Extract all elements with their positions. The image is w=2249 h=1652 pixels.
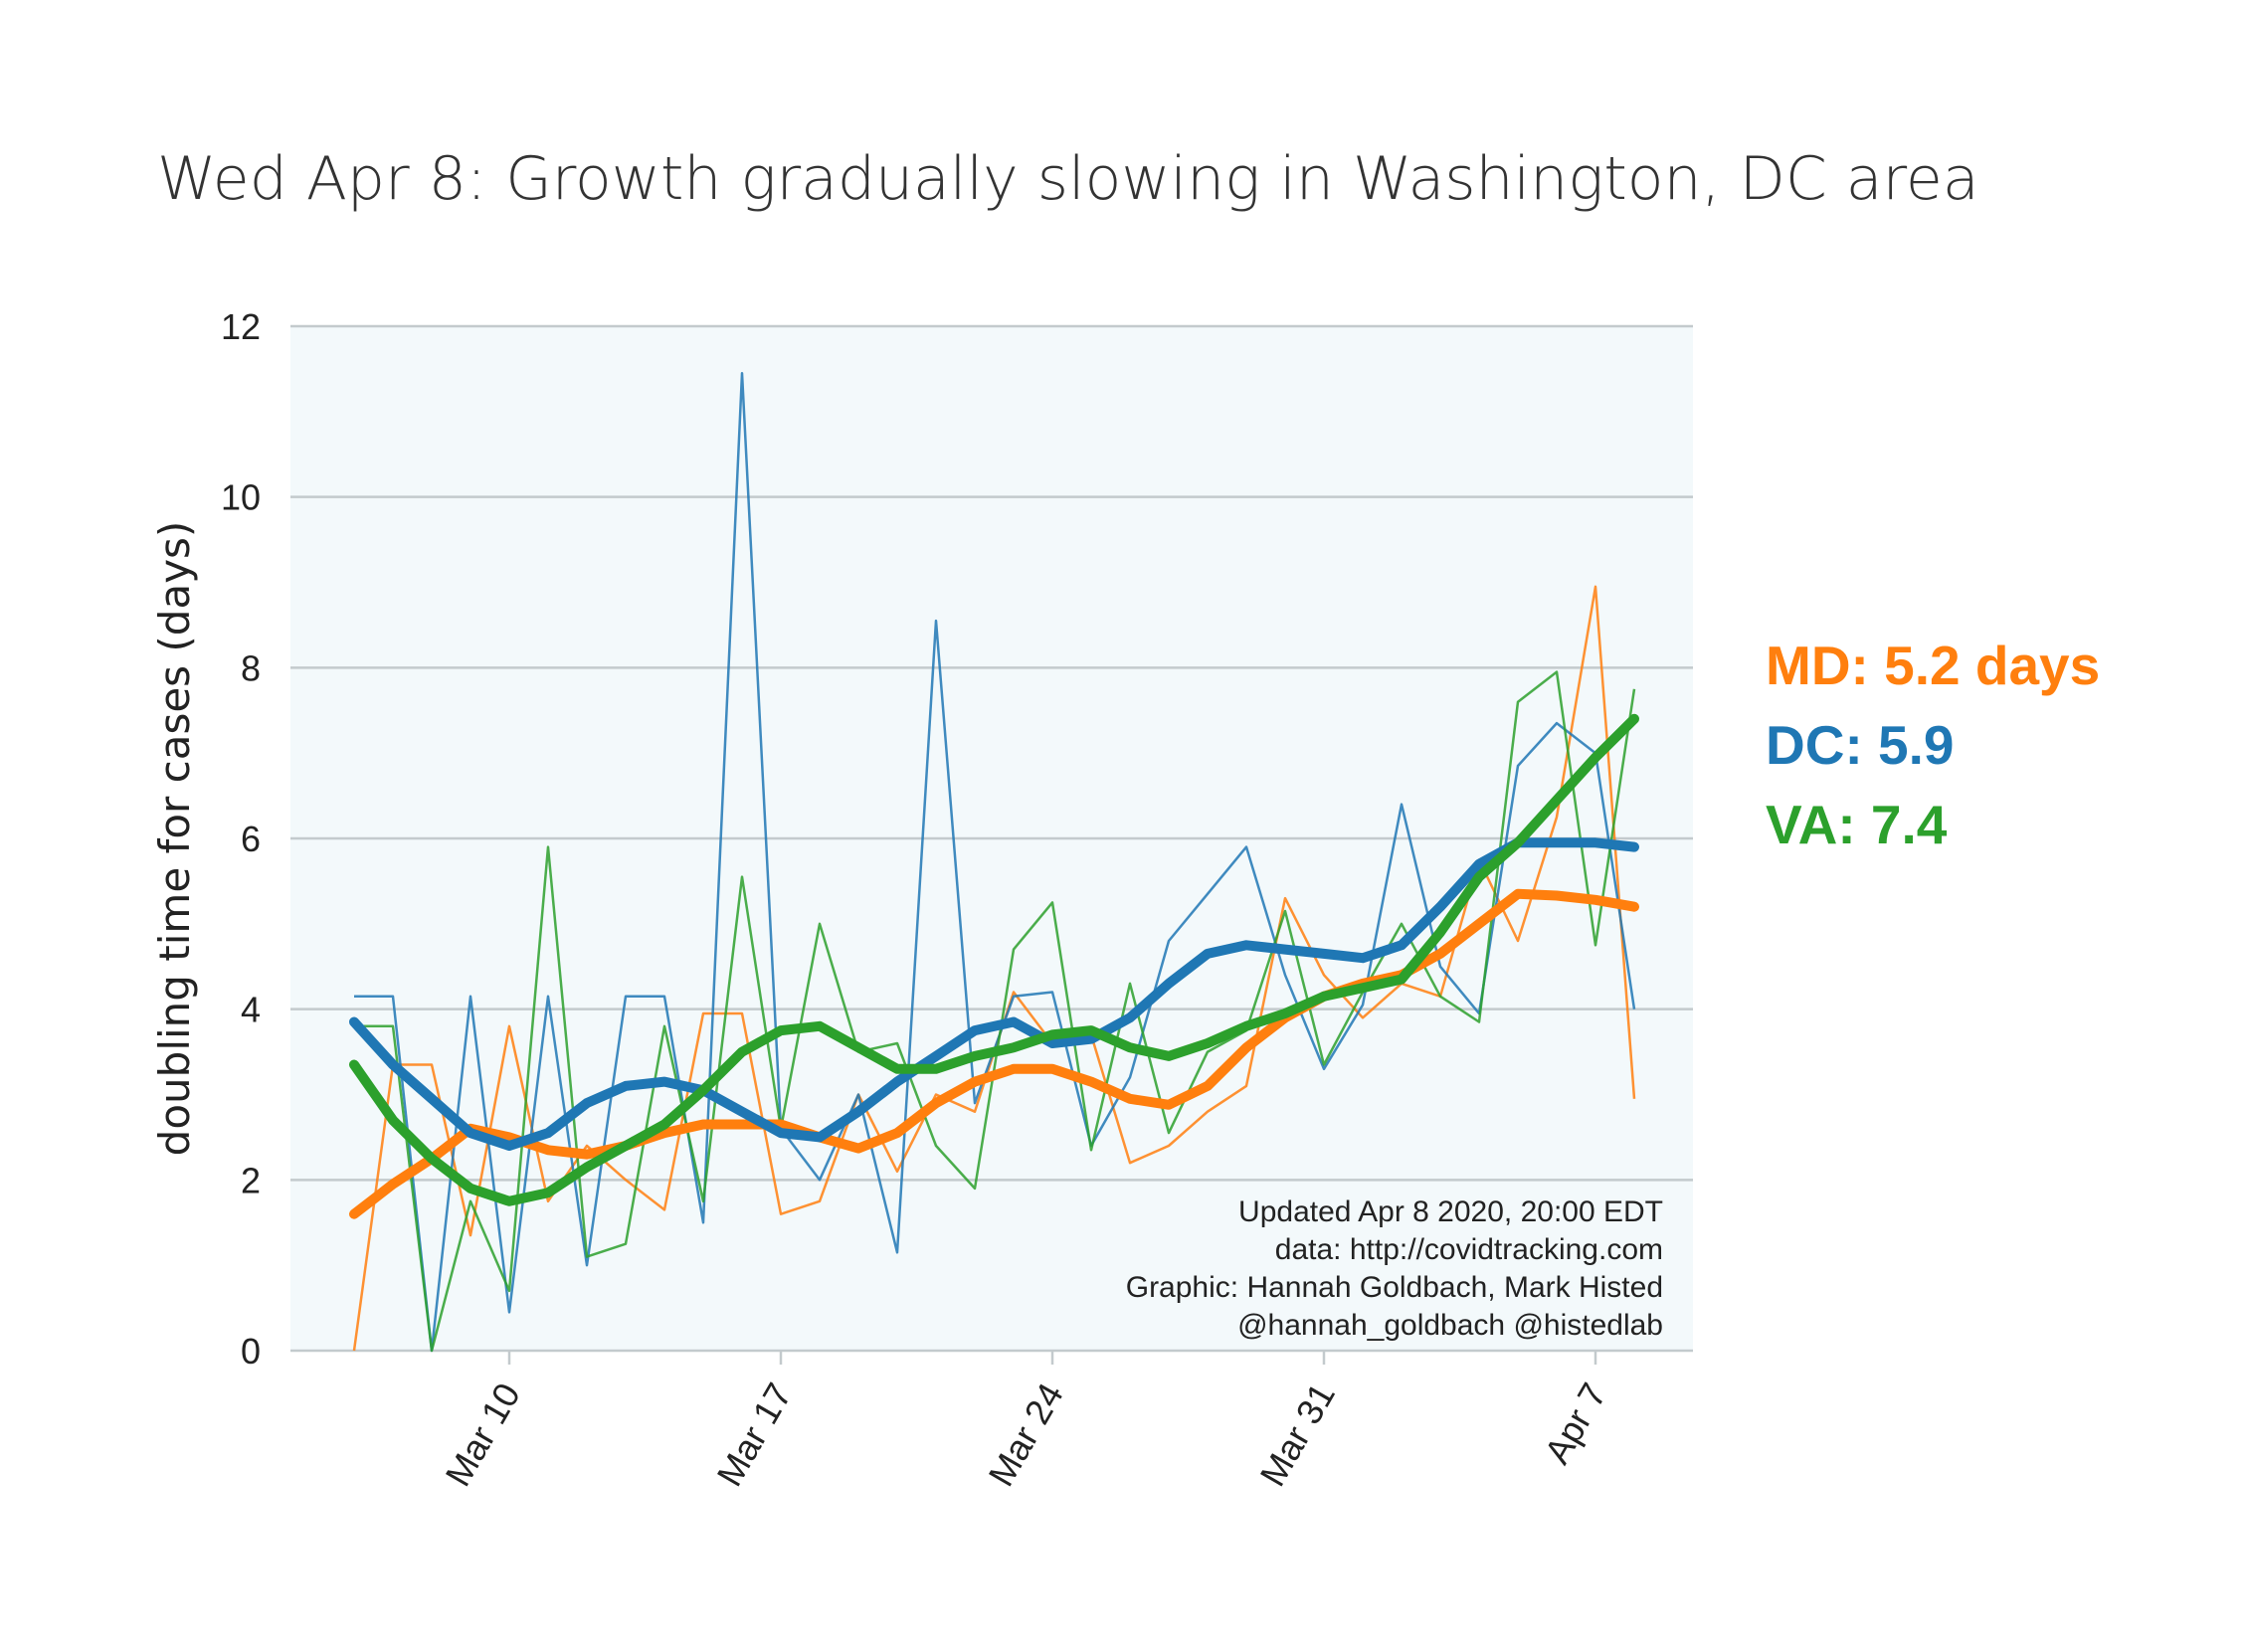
series-dc-smoothed-line	[349, 837, 1639, 1151]
summary-dc: DC: 5.9	[1766, 714, 1955, 776]
summary-va: VA: 7.4	[1766, 794, 1948, 855]
y-tick-label: 6	[241, 819, 261, 859]
credit-data-source: data: http://covidtracking.com	[1275, 1233, 1663, 1266]
y-tick-labels: 0 2 4 6 8 10 12	[221, 306, 261, 1372]
y-tick-label: 0	[241, 1331, 261, 1372]
y-tick-label: 2	[241, 1160, 261, 1200]
summary-md: MD: 5.2 days	[1766, 635, 2100, 696]
credits-annotation: Updated Apr 8 2020, 20:00 EDT data: http…	[1126, 1195, 1663, 1342]
smoothed-series-lines	[349, 713, 1639, 1219]
credit-graphic: Graphic: Hannah Goldbach, Mark Histed	[1126, 1271, 1663, 1304]
credit-updated: Updated Apr 8 2020, 20:00 EDT	[1238, 1195, 1663, 1228]
series-va-smoothed-line	[349, 713, 1639, 1206]
chart-title: Wed Apr 8: Growth gradually slowing in W…	[157, 144, 1979, 214]
y-tick-label: 10	[221, 477, 261, 518]
y-tick-label: 12	[221, 306, 261, 347]
y-tick-label: 8	[241, 647, 261, 688]
current-values-summary: MD: 5.2 days DC: 5.9 VA: 7.4	[1766, 635, 2100, 855]
series-md-smoothed-line	[349, 888, 1639, 1219]
y-axis-label: doubling time for cases (days)	[150, 521, 199, 1157]
y-tick-label: 4	[241, 990, 261, 1030]
credit-handles: @hannah_goldbach @histedlab	[1237, 1309, 1663, 1342]
